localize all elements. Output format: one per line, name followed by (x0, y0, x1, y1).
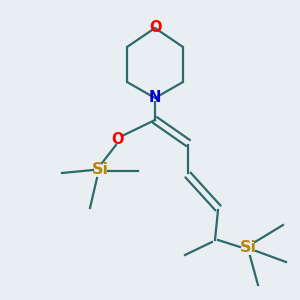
Text: O: O (112, 133, 124, 148)
Text: N: N (149, 91, 161, 106)
Text: O: O (149, 20, 161, 35)
Text: Si: Si (92, 163, 109, 178)
Text: Si: Si (239, 239, 256, 254)
